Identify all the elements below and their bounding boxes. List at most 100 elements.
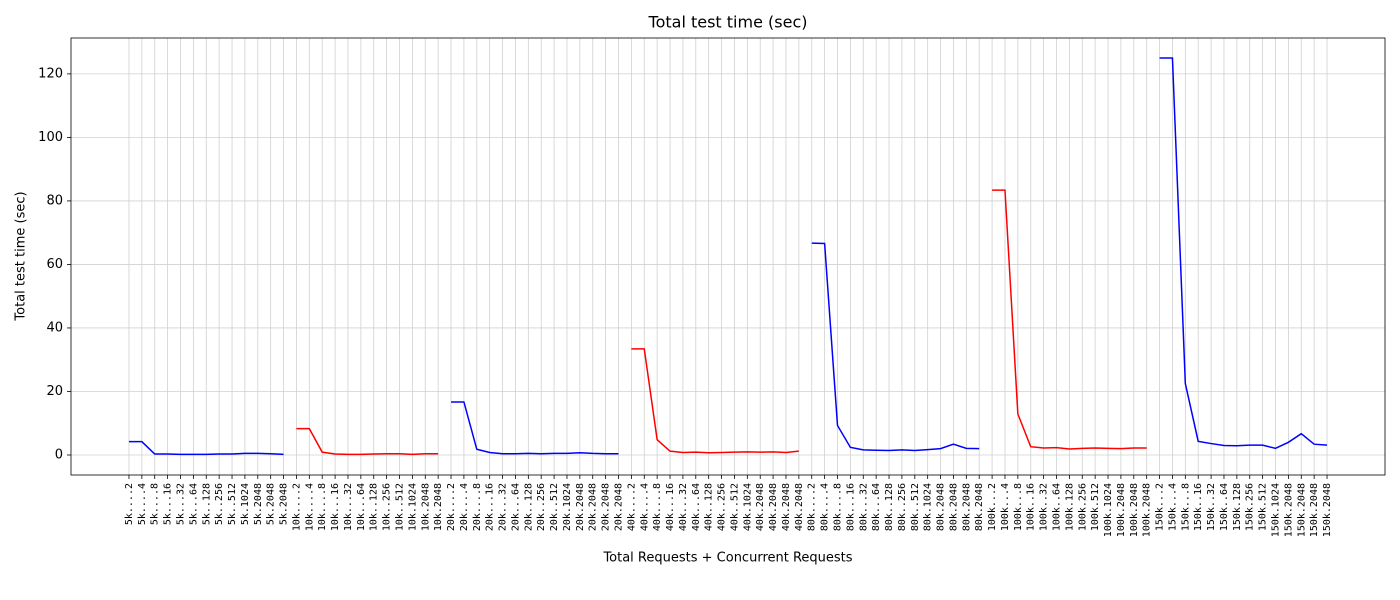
x-tick-label: 150k.1024 (1271, 483, 1282, 537)
x-tick-label: 40k.2048 (781, 483, 792, 531)
y-axis-label: Total test time (sec) (14, 191, 29, 321)
x-tick-label: 10k..256 (382, 483, 393, 531)
x-tick-label: 10k...64 (356, 483, 367, 531)
x-tick-label: 20k....8 (472, 483, 483, 531)
x-tick-label: 5k.1024 (240, 483, 251, 525)
x-tick-label: 5k..256 (214, 483, 225, 525)
x-tick-label: 100k..16 (1026, 483, 1037, 531)
x-tick-label: 100k.1024 (1103, 483, 1114, 537)
x-tick-label: 20k.2048 (614, 483, 625, 531)
x-tick-label: 80k..128 (884, 483, 895, 531)
x-tick-label: 10k.1024 (407, 483, 418, 531)
x-tick-label: 20k...16 (485, 483, 496, 531)
x-tick-label: 5k.2048 (253, 483, 264, 525)
x-tick-label: 150k..64 (1219, 483, 1230, 531)
x-tick-label: 150k...4 (1167, 483, 1178, 531)
x-tick-label: 20k..512 (549, 483, 560, 531)
x-tick-label: 100k.128 (1064, 483, 1075, 531)
x-tick-label: 150k.512 (1258, 483, 1269, 531)
x-tick-label: 10k..512 (395, 483, 406, 531)
x-tick-label: 40k....4 (639, 483, 650, 531)
x-tick-label: 20k.2048 (588, 483, 599, 531)
x-tick-label: 5k.2048 (279, 483, 290, 525)
y-tick-label: 40 (46, 320, 63, 335)
x-tick-label: 40k.2048 (794, 483, 805, 531)
x-tick-label: 40k.1024 (742, 483, 753, 531)
x-tick-label: 5k....4 (137, 483, 148, 525)
x-tick-label: 150k..16 (1193, 483, 1204, 531)
x-tick-label: 5k..512 (227, 483, 238, 525)
x-tick-label: 10k...16 (330, 483, 341, 531)
x-tick-label: 40k.2048 (755, 483, 766, 531)
x-tick-label: 150k.2048 (1283, 483, 1294, 537)
x-tick-label: 10k...32 (343, 483, 354, 531)
y-tick-label: 0 (55, 447, 63, 462)
x-tick-label: 5k...64 (188, 483, 199, 525)
x-tick-label: 150k.128 (1232, 483, 1243, 531)
x-tick-label: 100k...2 (987, 483, 998, 531)
x-tick-label: 5k....8 (150, 483, 161, 525)
x-tick-label: 40k...16 (665, 483, 676, 531)
x-tick-label: 80k.2048 (974, 483, 985, 531)
x-tick-label: 10k....2 (291, 483, 302, 531)
x-tick-label: 20k...64 (510, 483, 521, 531)
x-tick-label: 20k.1024 (562, 483, 573, 531)
x-tick-label: 40k...64 (691, 483, 702, 531)
x-tick-label: 150k...8 (1180, 483, 1191, 531)
x-tick-label: 150k...2 (1155, 483, 1166, 531)
y-tick-label: 100 (38, 130, 63, 145)
x-tick-label: 80k....4 (820, 483, 831, 531)
x-tick-label: 40k..128 (704, 483, 715, 531)
line (128, 57, 1328, 456)
x-tick-label: 100k.2048 (1129, 483, 1140, 537)
x-tick-label: 100k.256 (1077, 483, 1088, 531)
x-tick-label: 40k.2048 (768, 483, 779, 531)
y-tick-label: 20 (46, 384, 63, 399)
x-tick-label: 100k.2048 (1142, 483, 1153, 537)
x-tick-label: 40k....8 (652, 483, 663, 531)
x-tick-label: 20k.2048 (601, 483, 612, 531)
line (296, 189, 1147, 456)
x-tick-label: 10k..128 (369, 483, 380, 531)
x-tick-label: 5k..128 (201, 483, 212, 525)
x-tick-label: 150k..32 (1206, 483, 1217, 531)
x-tick-label: 5k...32 (176, 483, 187, 525)
x-tick-label: 20k...32 (498, 483, 509, 531)
x-tick-label: 20k.2048 (575, 483, 586, 531)
x-tick-label: 40k..512 (729, 483, 740, 531)
x-tick-label: 10k....4 (304, 483, 315, 531)
x-tick-label: 10k....8 (317, 483, 328, 531)
x-tick-label: 10k.2048 (433, 483, 444, 531)
x-tick-label: 40k...32 (678, 483, 689, 531)
x-tick-label: 150k.2048 (1322, 483, 1333, 537)
x-tick-label: 80k...64 (871, 483, 882, 531)
x-tick-label: 5k.2048 (266, 483, 277, 525)
x-tick-label: 80k....8 (833, 483, 844, 531)
x-tick-label: 150k.2048 (1309, 483, 1320, 537)
x-tick-label: 20k....4 (459, 483, 470, 531)
x-tick-label: 100k..64 (1052, 483, 1063, 531)
x-tick-label: 20k....2 (446, 483, 457, 531)
x-tick-label: 20k..128 (523, 483, 534, 531)
x-tick-label: 100k.512 (1090, 483, 1101, 531)
x-tick-label: 100k...8 (1013, 483, 1024, 531)
y-tick-label: 120 (38, 66, 63, 81)
x-tick-label: 80k.2048 (961, 483, 972, 531)
x-tick-label: 5k...16 (163, 483, 174, 525)
x-tick-label: 80k.2048 (948, 483, 959, 531)
plot-frame (70, 37, 1386, 476)
x-tick-label: 80k..512 (910, 483, 921, 531)
x-tick-label: 80k..256 (897, 483, 908, 531)
x-tick-label: 80k.2048 (936, 483, 947, 531)
x-tick-label: 100k...4 (1000, 483, 1011, 531)
x-tick-label: 40k....2 (626, 483, 637, 531)
y-tick-label: 80 (46, 193, 63, 208)
x-tick-label: 100k.2048 (1116, 483, 1127, 537)
x-tick-label: 10k.2048 (420, 483, 431, 531)
x-tick-label: 80k...16 (845, 483, 856, 531)
x-tick-label: 20k..256 (536, 483, 547, 531)
y-tick-label: 60 (46, 257, 63, 272)
x-axis-label: Total Requests + Concurrent Requests (602, 551, 852, 566)
x-tick-label: 80k....2 (807, 483, 818, 531)
